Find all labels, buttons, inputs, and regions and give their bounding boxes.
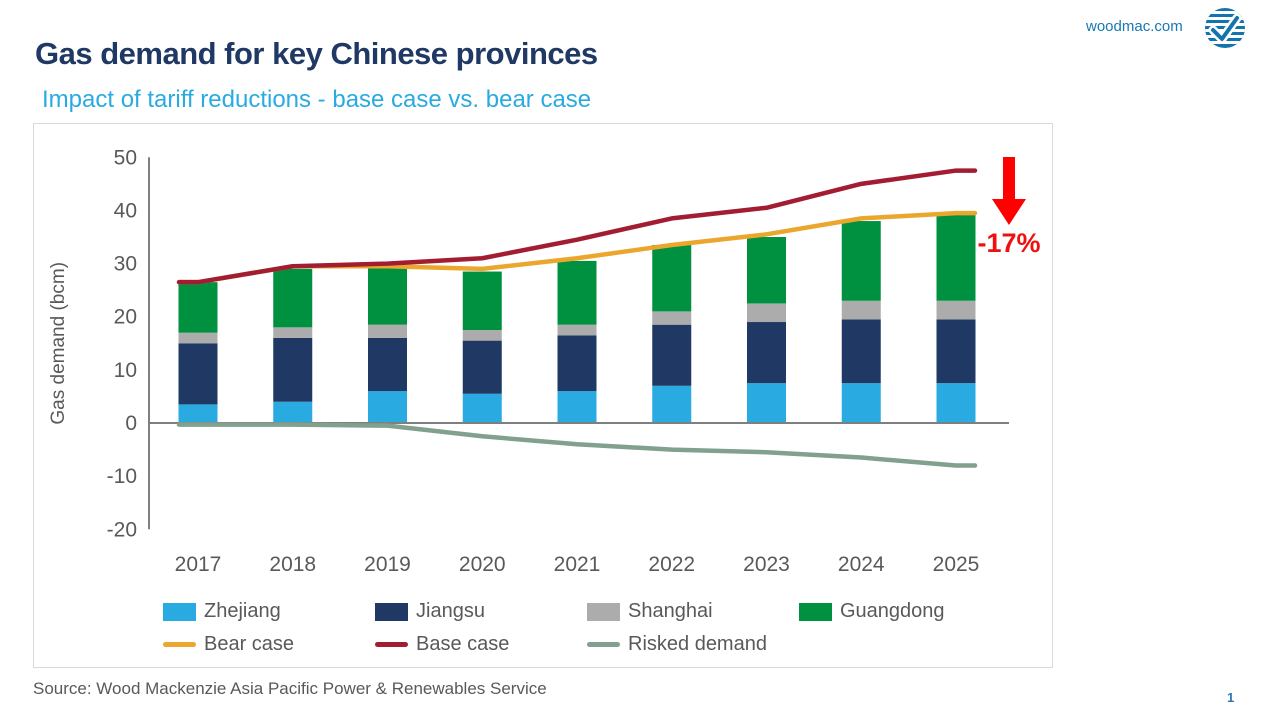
gas-demand-chart: 50 40 30 20 10 0 -10 -20 Gas demand (bcm) 2017 201…: [48, 146, 1009, 576]
legend-label: Guangdong: [840, 600, 945, 622]
bar-segment-jiangsu-2022: [652, 324, 692, 386]
bar-segment-zhejiang-2018: [273, 401, 313, 423]
legend-item-shanghai: Shanghai: [587, 600, 799, 623]
legend-label: Jiangsu: [416, 600, 485, 622]
chart-area: 50 40 30 20 10 0 -10 -20 Gas demand (bcm) 2017 201…: [33, 123, 1053, 668]
bar-segment-guangdong-2017: [178, 282, 218, 333]
bar-segment-shanghai-2020: [462, 329, 502, 341]
bar-segment-jiangsu-2023: [747, 322, 786, 384]
woodmac-logo-icon: [1205, 8, 1245, 48]
x-tick-label: 2019: [364, 553, 411, 576]
bar-segment-shanghai-2025: [936, 300, 976, 320]
bar-segment-jiangsu-2021: [557, 335, 597, 392]
bar-segment-zhejiang-2017: [178, 404, 218, 423]
x-tick-label: 2023: [743, 553, 790, 576]
legend-label: Bear case: [204, 633, 295, 655]
bar-segment-zhejiang-2025: [936, 383, 976, 423]
x-tick-label: 2021: [554, 553, 601, 576]
bar-segment-jiangsu-2017: [178, 343, 218, 405]
source-note: Source: Wood Mackenzie Asia Pacific Powe…: [33, 679, 547, 698]
bar-segment-guangdong-2022: [652, 244, 692, 312]
y-tick-label: 30: [114, 253, 137, 276]
bar-segment-jiangsu-2020: [462, 340, 502, 394]
y-tick-label: 10: [114, 359, 137, 382]
bar-segment-shanghai-2021: [557, 324, 597, 336]
bar-segment-shanghai-2018: [273, 327, 313, 338]
bar-segment-guangdong-2021: [557, 260, 597, 325]
bar-segment-shanghai-2017: [178, 332, 218, 344]
guangdong-swatch: [799, 602, 832, 621]
bar-segment-shanghai-2022: [652, 311, 692, 325]
bar-segment-guangdong-2019: [368, 266, 407, 325]
bar-segment-jiangsu-2019: [368, 337, 407, 392]
bar-segment-guangdong-2020: [462, 271, 502, 330]
bar-segment-zhejiang-2023: [747, 383, 786, 423]
bar-segment-jiangsu-2018: [273, 337, 313, 402]
bar-segment-zhejiang-2022: [652, 385, 692, 423]
zhejiang-swatch: [163, 602, 196, 621]
bar-segment-guangdong-2024: [841, 221, 881, 301]
y-tick-label: 50: [114, 146, 137, 169]
base-case-swatch: [375, 642, 408, 647]
page-subtitle: Impact of tariff reductions - base case …: [42, 86, 592, 113]
legend-item-bear-case: Bear case: [163, 633, 375, 656]
bar-segment-zhejiang-2024: [841, 383, 881, 423]
y-tick-label: -10: [107, 465, 137, 488]
bar-segment-zhejiang-2021: [557, 391, 597, 423]
y-tick-label: 0: [125, 412, 137, 435]
line-risked-demand: [176, 422, 978, 468]
x-tick-label: 2022: [648, 553, 695, 576]
legend-label: Zhejiang: [204, 600, 281, 622]
legend-label: Shanghai: [628, 600, 713, 622]
line-base-case: [176, 168, 978, 285]
bar-segment-guangdong-2023: [747, 236, 786, 304]
bar-segment-jiangsu-2025: [936, 319, 976, 384]
y-tick-label: 40: [114, 199, 137, 222]
y-tick-label: -20: [107, 518, 137, 541]
legend-label: Base case: [416, 633, 510, 655]
legend-item-base-case: Base case: [375, 633, 587, 656]
page-number: 1: [1227, 690, 1235, 705]
legend-row-bars: Zhejiang Jiangsu Shanghai Guangdong: [163, 600, 1011, 623]
decline-arrow-icon: [992, 157, 1026, 225]
legend-item-risked-demand: Risked demand: [587, 633, 799, 656]
bar-segment-jiangsu-2024: [841, 319, 881, 384]
bar-segment-shanghai-2024: [841, 300, 881, 320]
jiangsu-swatch: [375, 602, 408, 621]
legend-label: Risked demand: [628, 633, 767, 655]
page-title: Gas demand for key Chinese provinces: [35, 36, 598, 71]
bar-segment-zhejiang-2019: [368, 391, 407, 423]
bar-segment-zhejiang-2020: [462, 393, 502, 423]
y-tick-label: 20: [114, 306, 137, 329]
y-axis-title: Gas demand (bcm): [48, 262, 69, 425]
bar-segment-guangdong-2025: [936, 213, 976, 301]
x-tick-label: 2024: [838, 553, 885, 576]
x-tick-label: 2017: [175, 553, 222, 576]
x-tick-label: 2020: [459, 553, 506, 576]
legend-item-zhejiang: Zhejiang: [163, 600, 375, 623]
website-link[interactable]: woodmac.com: [1086, 18, 1183, 35]
legend-item-guangdong: Guangdong: [799, 600, 1011, 623]
shanghai-swatch: [587, 602, 620, 621]
bear-case-swatch: [163, 642, 196, 647]
bar-segment-shanghai-2023: [747, 303, 786, 323]
legend-item-jiangsu: Jiangsu: [375, 600, 587, 623]
x-tick-label: 2018: [269, 553, 316, 576]
bar-segment-guangdong-2018: [273, 268, 313, 328]
risked-demand-swatch: [587, 642, 620, 647]
decline-percentage-label: -17%: [977, 228, 1041, 258]
x-tick-label: 2025: [933, 553, 980, 576]
legend-row-lines: Bear case Base case Risked demand: [163, 633, 799, 656]
bar-segment-shanghai-2019: [368, 324, 407, 338]
